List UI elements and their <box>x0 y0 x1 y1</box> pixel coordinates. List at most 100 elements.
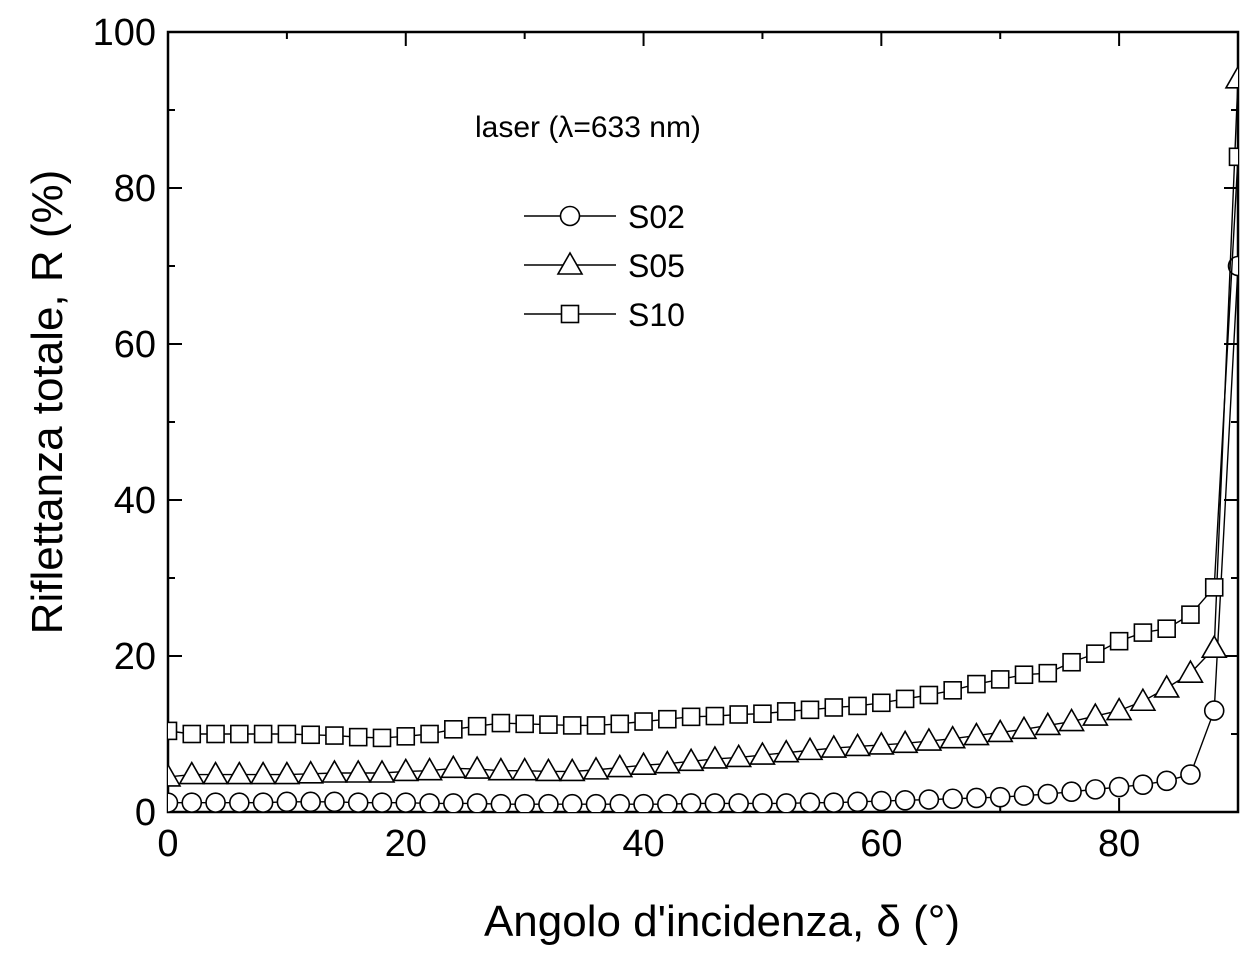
data-point-S10 <box>372 728 392 748</box>
data-point-S10 <box>800 700 820 720</box>
data-point-S10 <box>182 724 202 744</box>
data-point-S02 <box>324 791 345 812</box>
data-point-S02 <box>538 793 559 812</box>
data-point-S05 <box>915 727 943 751</box>
data-point-S05 <box>677 747 705 772</box>
data-point-S10 <box>1109 631 1129 651</box>
y-tick-label: 20 <box>114 636 156 678</box>
data-point-S05 <box>558 757 586 782</box>
data-point-S02 <box>371 792 393 812</box>
x-axis-title: Angolo d'incidenza, δ (°) <box>484 897 960 946</box>
data-point-S05 <box>321 759 348 783</box>
legend-marker <box>556 251 584 275</box>
data-point-S10 <box>895 689 915 709</box>
data-point-S02 <box>823 792 845 812</box>
data-point-S02 <box>181 792 203 812</box>
y-tick-label: 80 <box>114 168 156 210</box>
data-point-S02 <box>514 793 535 812</box>
data-point-S05 <box>701 745 729 769</box>
data-point-S10 <box>990 670 1010 689</box>
data-point-S02 <box>775 793 797 812</box>
y-tick-label: 0 <box>135 792 156 834</box>
data-point-S10 <box>301 725 320 745</box>
data-point-S10 <box>348 727 368 747</box>
data-point-S02 <box>276 791 298 812</box>
data-point-S10 <box>1038 663 1058 683</box>
y-tick-label: 40 <box>114 480 156 522</box>
data-point-S02 <box>229 792 250 812</box>
data-point-S02 <box>752 793 773 812</box>
data-point-S05 <box>986 718 1014 743</box>
data-point-S05 <box>891 729 919 754</box>
data-point-S05 <box>487 757 515 781</box>
data-point-S02 <box>1156 770 1177 792</box>
data-point-S10 <box>729 705 748 724</box>
data-point-S10 <box>444 720 463 739</box>
data-point-S05 <box>653 750 681 774</box>
data-point-S10 <box>277 724 297 744</box>
ticks: 0 20 40 60 80 0 20 40 60 80 100 <box>93 12 1238 865</box>
data-point-S05 <box>867 731 895 755</box>
data-point-S05 <box>1224 65 1238 89</box>
data-point-S10 <box>1062 652 1081 672</box>
data-point-S05 <box>749 741 776 765</box>
data-point-S10 <box>753 704 772 724</box>
data-point-S10 <box>1204 578 1224 597</box>
data-point-S02 <box>799 792 821 812</box>
legend-label: S05 <box>628 248 685 284</box>
data-point-S05 <box>1105 696 1133 721</box>
legend-label: S02 <box>628 199 685 235</box>
data-point-S02 <box>252 792 274 812</box>
legend-item-S10: S10 <box>524 297 685 333</box>
data-point-S05 <box>1010 715 1038 740</box>
data-point-S10 <box>325 726 344 745</box>
x-tick-label: 0 <box>157 823 178 865</box>
data-point-S02 <box>585 793 607 812</box>
legend-marker <box>559 205 581 227</box>
data-point-S10 <box>967 674 986 694</box>
data-point-S02 <box>1037 783 1059 805</box>
series-line-S05 <box>168 78 1238 778</box>
data-point-S02 <box>205 792 226 812</box>
data-point-S05 <box>796 736 824 761</box>
data-point-S10 <box>824 698 844 717</box>
data-point-S02 <box>966 787 987 809</box>
data-point-S10 <box>658 709 677 729</box>
data-point-S02 <box>918 789 940 810</box>
data-point-S02 <box>395 792 417 812</box>
data-point-S10 <box>586 716 606 735</box>
y-tick-label: 100 <box>93 12 156 54</box>
data-point-S02 <box>680 793 702 812</box>
data-point-S05 <box>1129 687 1157 712</box>
data-point-S05 <box>1034 711 1062 736</box>
data-point-S02 <box>989 786 1011 808</box>
legend-item-S05: S05 <box>524 248 685 284</box>
data-point-S02 <box>347 792 369 812</box>
data-point-S05 <box>439 754 467 779</box>
data-point-S02 <box>466 793 488 812</box>
data-point-S05 <box>249 760 277 785</box>
data-point-S05 <box>1081 702 1109 726</box>
data-point-S10 <box>943 681 962 700</box>
data-point-S05 <box>535 757 562 782</box>
data-point-S10 <box>872 693 891 713</box>
data-point-S05 <box>344 759 372 783</box>
data-point-S02 <box>1061 781 1082 803</box>
data-point-S05 <box>368 759 396 783</box>
data-point-S05 <box>606 753 634 778</box>
data-point-S02 <box>1085 779 1106 800</box>
data-point-S05 <box>1058 707 1085 732</box>
series-line-S10 <box>168 156 1238 739</box>
data-point-S05 <box>273 760 301 785</box>
data-point-S05 <box>297 760 325 784</box>
y-tick-label: 60 <box>114 324 156 366</box>
data-point-S05 <box>392 757 420 782</box>
data-point-S05 <box>178 760 206 785</box>
data-point-S10 <box>634 712 653 731</box>
data-point-S10 <box>848 696 867 716</box>
chart-annotation: laser (λ=633 nm) <box>475 111 701 144</box>
data-point-S05 <box>939 725 967 749</box>
data-point-S05 <box>1153 674 1181 698</box>
data-point-S02 <box>1108 776 1130 798</box>
data-point-S02 <box>1180 764 1201 785</box>
